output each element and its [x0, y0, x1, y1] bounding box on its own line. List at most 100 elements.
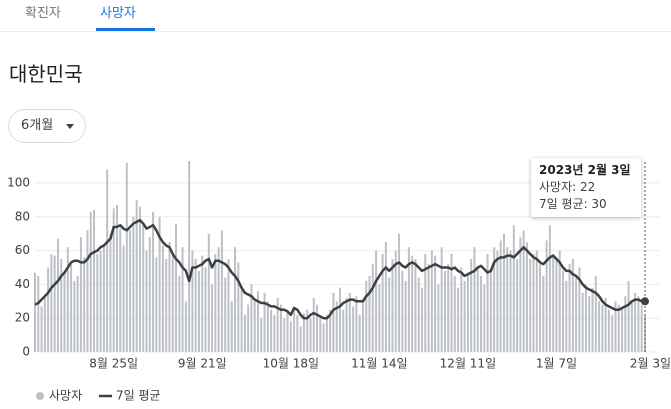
bar [56, 238, 59, 352]
bar [542, 275, 545, 352]
bar [427, 264, 430, 352]
tooltip: 2023년 2월 3일 사망자: 22 7일 평균: 30 [531, 158, 641, 217]
bar [470, 259, 473, 352]
bar [296, 314, 299, 352]
bar [473, 247, 476, 352]
bar [607, 309, 610, 352]
bar [584, 284, 587, 352]
bar [509, 250, 512, 352]
bar [286, 309, 289, 352]
y-tick-label: 60 [15, 243, 30, 257]
bar [306, 309, 309, 352]
heading: 대한민국 [9, 62, 83, 86]
bar [204, 267, 207, 352]
bar [89, 211, 92, 352]
bar [594, 275, 597, 352]
bar [93, 210, 96, 352]
bar [443, 270, 446, 352]
bar [355, 296, 358, 352]
bar [102, 243, 105, 352]
bar [181, 247, 184, 352]
bar [532, 253, 535, 352]
bar [312, 297, 315, 352]
bar [525, 242, 528, 352]
bar [319, 318, 322, 352]
bar [394, 250, 397, 352]
bar [486, 253, 489, 352]
bar [644, 314, 646, 352]
bar [483, 284, 486, 352]
bar [43, 297, 46, 352]
x-tick-label: 11월 14일 [351, 357, 407, 371]
y-tick-label: 0 [22, 345, 30, 359]
bar [165, 259, 168, 352]
x-tick-label: 8월 25일 [89, 357, 138, 371]
bar [417, 277, 420, 352]
bar [240, 287, 243, 352]
tooltip-line: 사망자: 22 [539, 180, 596, 194]
bar [621, 308, 624, 352]
bar [119, 228, 122, 352]
chart: 0 20 40 60 80 100 8월 25일 9월 21일 10월 18일 11월 14일 12… [7, 161, 671, 403]
bar [539, 264, 542, 352]
bar [283, 318, 286, 352]
bar [601, 304, 604, 352]
bar [230, 301, 233, 352]
y-tick-label: 80 [15, 209, 30, 223]
tab[interactable]: 확진자 [25, 6, 61, 21]
legend-label: 사망자 [49, 389, 82, 403]
bar [630, 301, 633, 352]
bar [115, 204, 118, 352]
bar [476, 267, 479, 352]
bar [175, 223, 178, 352]
bar [250, 284, 253, 352]
bar [293, 306, 296, 352]
bar [289, 321, 292, 352]
bar [565, 281, 568, 352]
x-tick-label: 9월 21일 [178, 357, 227, 371]
bar [76, 275, 79, 352]
bar [506, 247, 509, 352]
bar [339, 287, 341, 352]
bar [224, 277, 227, 352]
bar [437, 284, 440, 352]
tab[interactable]: 사망자 [100, 6, 136, 21]
bar [148, 237, 151, 352]
bar [552, 253, 555, 352]
bar [430, 250, 433, 352]
bar [371, 264, 374, 352]
bar [460, 267, 463, 352]
bar [424, 253, 427, 352]
bar [407, 247, 410, 352]
bar [614, 301, 617, 352]
bar [79, 237, 82, 352]
bar [401, 270, 404, 352]
bar [522, 230, 525, 352]
bar [145, 250, 148, 352]
bar [420, 287, 423, 352]
bar [129, 230, 132, 352]
bar [535, 250, 538, 352]
bar [440, 247, 443, 352]
bar [512, 225, 515, 352]
bar [217, 247, 220, 352]
bar [237, 262, 240, 352]
bar [358, 314, 361, 352]
bar [450, 253, 453, 352]
tooltip-title: 2023년 2월 3일 [539, 163, 631, 177]
range-dropdown[interactable]: 6개월 [8, 109, 86, 143]
y-tick-label: 20 [15, 311, 30, 325]
bar [348, 292, 351, 352]
bar [332, 292, 335, 352]
bar [276, 297, 279, 352]
legend-label: 7일 평균 [116, 389, 161, 403]
avg-line [34, 218, 645, 320]
bar [66, 247, 69, 352]
bar [142, 225, 145, 352]
bar [125, 162, 128, 352]
bar [273, 314, 276, 352]
bar [299, 326, 302, 352]
bar [562, 270, 565, 352]
bar [138, 206, 141, 352]
bar [161, 245, 164, 352]
